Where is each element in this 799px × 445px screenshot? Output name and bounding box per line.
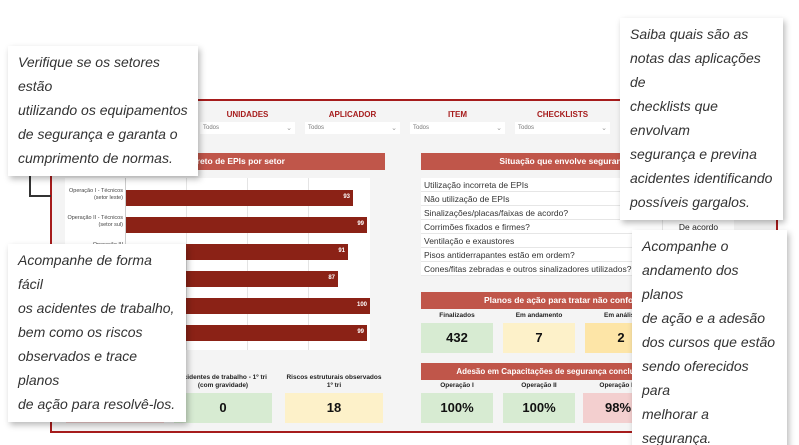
kpi-label: Riscos estruturais observados 1º tri xyxy=(286,374,382,389)
kpi-value: 432 xyxy=(421,323,493,353)
filter-select[interactable]: Todos ⌄ xyxy=(305,122,400,134)
bar[interactable]: 99 xyxy=(126,325,367,341)
callout-line: andamento dos planos xyxy=(642,262,739,302)
bar[interactable]: 100 xyxy=(126,298,370,314)
filter-checklists[interactable]: CHECKLISTS Todos ⌄ xyxy=(515,110,610,134)
kpi-value: 18 xyxy=(285,393,383,423)
bar-label: Operação II - Técnicos (setor sul) xyxy=(67,215,123,228)
callout-line: Acompanhe o xyxy=(642,238,729,254)
filter-label: CHECKLISTS xyxy=(536,110,589,119)
callout-line: checklists que envolvam xyxy=(630,98,718,138)
filter-label: UNIDADES xyxy=(226,110,269,119)
bar-value: 91 xyxy=(338,248,345,254)
row-item: Cones/fitas zebradas e outros sinalizado… xyxy=(424,264,632,274)
bar-value: 100 xyxy=(356,302,367,308)
kpi-value: 7 xyxy=(503,323,575,353)
row-item: Ventilação e exaustores xyxy=(424,236,515,246)
callout-line: notas das aplicações de xyxy=(630,50,761,90)
filter-label: APLICADOR xyxy=(328,110,377,119)
bar-label: Operação I - Técnicos (setor leste) xyxy=(68,188,123,201)
bar[interactable]: 99 xyxy=(126,217,367,233)
gridline xyxy=(186,178,187,350)
callout-line: os acidentes de trabalho, xyxy=(18,300,175,316)
filter-aplicador[interactable]: APLICADOR Todos ⌄ xyxy=(305,110,400,134)
kpi-label: Operação II xyxy=(521,382,557,389)
kpi-value: 100% xyxy=(503,393,575,423)
kpi-accidents-severe: Acidentes de trabalho - 1º tri (com grav… xyxy=(174,372,272,423)
callout-line: Verifique se os setores estão xyxy=(18,54,160,94)
callout-plans: Acompanhe o andamento dos planos de ação… xyxy=(632,230,787,445)
kpi-training-op1: Operação I 100% xyxy=(421,381,493,423)
connector-line xyxy=(29,195,51,197)
row-value: De acordo xyxy=(662,220,734,233)
callout-accidents: Acompanhe de forma fácil os acidentes de… xyxy=(8,244,186,422)
bar-value: 99 xyxy=(357,329,364,335)
kpi-label: Em análise xyxy=(604,312,638,319)
filter-select[interactable]: Todos ⌄ xyxy=(515,122,610,134)
bar-value: 93 xyxy=(343,194,350,200)
callout-line: acidentes identificando xyxy=(630,170,773,186)
callout-line: de segurança e garanta o xyxy=(18,126,178,142)
callout-line: Saiba quais são as xyxy=(630,26,749,42)
bar-row: 99 xyxy=(65,325,370,341)
filter-select[interactable]: Todos ⌄ xyxy=(200,122,295,134)
filter-value: Todos xyxy=(203,125,220,131)
callout-checklists: Saiba quais são as notas das aplicações … xyxy=(620,18,783,220)
table-row: Corrimões fixados e firmes? De acordo xyxy=(421,220,734,234)
bar-row: Operação II - Técnicos (setor sul) 99 xyxy=(65,215,370,233)
kpi-label: Acidentes de trabalho - 1º tri (com grav… xyxy=(179,374,267,389)
row-item: Não utilização de EPIs xyxy=(424,194,510,204)
row-item: Pisos antiderrapantes estão em ordem? xyxy=(424,250,575,260)
kpi-plans-in-progress: Em andamento 7 xyxy=(503,308,575,353)
callout-line: segurança e previna xyxy=(630,146,757,162)
gridline xyxy=(247,178,248,350)
filter-value: Todos xyxy=(413,125,430,131)
callout-line: Acompanhe de forma fácil xyxy=(18,252,152,292)
bar-row: Operação I - Técnicos (setor leste) 93 xyxy=(65,188,370,206)
kpi-training-op2: Operação II 100% xyxy=(503,381,575,423)
bar[interactable]: 93 xyxy=(126,190,353,206)
filter-label: ITEM xyxy=(447,110,468,119)
chevron-down-icon: ⌄ xyxy=(391,125,397,132)
callout-line: de ação para resolvê-los. xyxy=(18,396,176,412)
callout-line: melhorar a segurança. xyxy=(642,406,712,445)
callout-line: cumprimento de normas. xyxy=(18,150,173,166)
chevron-down-icon: ⌄ xyxy=(601,125,607,132)
callout-line: possíveis gargalos. xyxy=(630,194,750,210)
kpi-label: Operação III xyxy=(599,382,637,389)
row-item: Corrimões fixados e firmes? xyxy=(424,222,530,232)
row-item: Utilização incorreta de EPIs xyxy=(424,180,529,190)
callout-line: bem como os riscos xyxy=(18,324,143,340)
kpi-label: Operação I xyxy=(440,382,474,389)
row-item: Sinalizações/placas/faixas de acordo? xyxy=(424,208,569,218)
kpi-plans-finished: Finalizados 432 xyxy=(421,308,493,353)
callout-line: de ação e a adesão xyxy=(642,310,765,326)
callout-epi: Verifique se os setores estão utilizando… xyxy=(8,46,198,176)
chevron-down-icon: ⌄ xyxy=(496,125,502,132)
filter-unidades[interactable]: UNIDADES Todos ⌄ xyxy=(200,110,295,134)
kpi-label: Em andamento xyxy=(515,312,563,319)
filter-bar: UNIDADES Todos ⌄ APLICADOR Todos ⌄ ITEM … xyxy=(150,110,630,140)
kpi-value: 0 xyxy=(174,393,272,423)
kpi-value: 100% xyxy=(421,393,493,423)
bar-value: 99 xyxy=(357,221,364,227)
filter-value: Todos xyxy=(518,125,535,131)
kpi-structural-risks: Riscos estruturais observados 1º tri 18 xyxy=(285,372,383,423)
callout-line: utilizando os equipamentos xyxy=(18,102,188,118)
gridline xyxy=(308,178,309,350)
callout-line: dos cursos que estão xyxy=(642,334,776,350)
filter-select[interactable]: Todos ⌄ xyxy=(410,122,505,134)
filter-item[interactable]: ITEM Todos ⌄ xyxy=(410,110,505,134)
bar-value: 87 xyxy=(328,275,335,281)
callout-line: observados e trace planos xyxy=(18,348,138,388)
callout-line: sendo oferecidos para xyxy=(642,358,749,398)
bar-row: 100 xyxy=(65,298,370,314)
chevron-down-icon: ⌄ xyxy=(286,125,292,132)
filter-value: Todos xyxy=(308,125,325,131)
kpi-label: Finalizados xyxy=(439,312,475,319)
